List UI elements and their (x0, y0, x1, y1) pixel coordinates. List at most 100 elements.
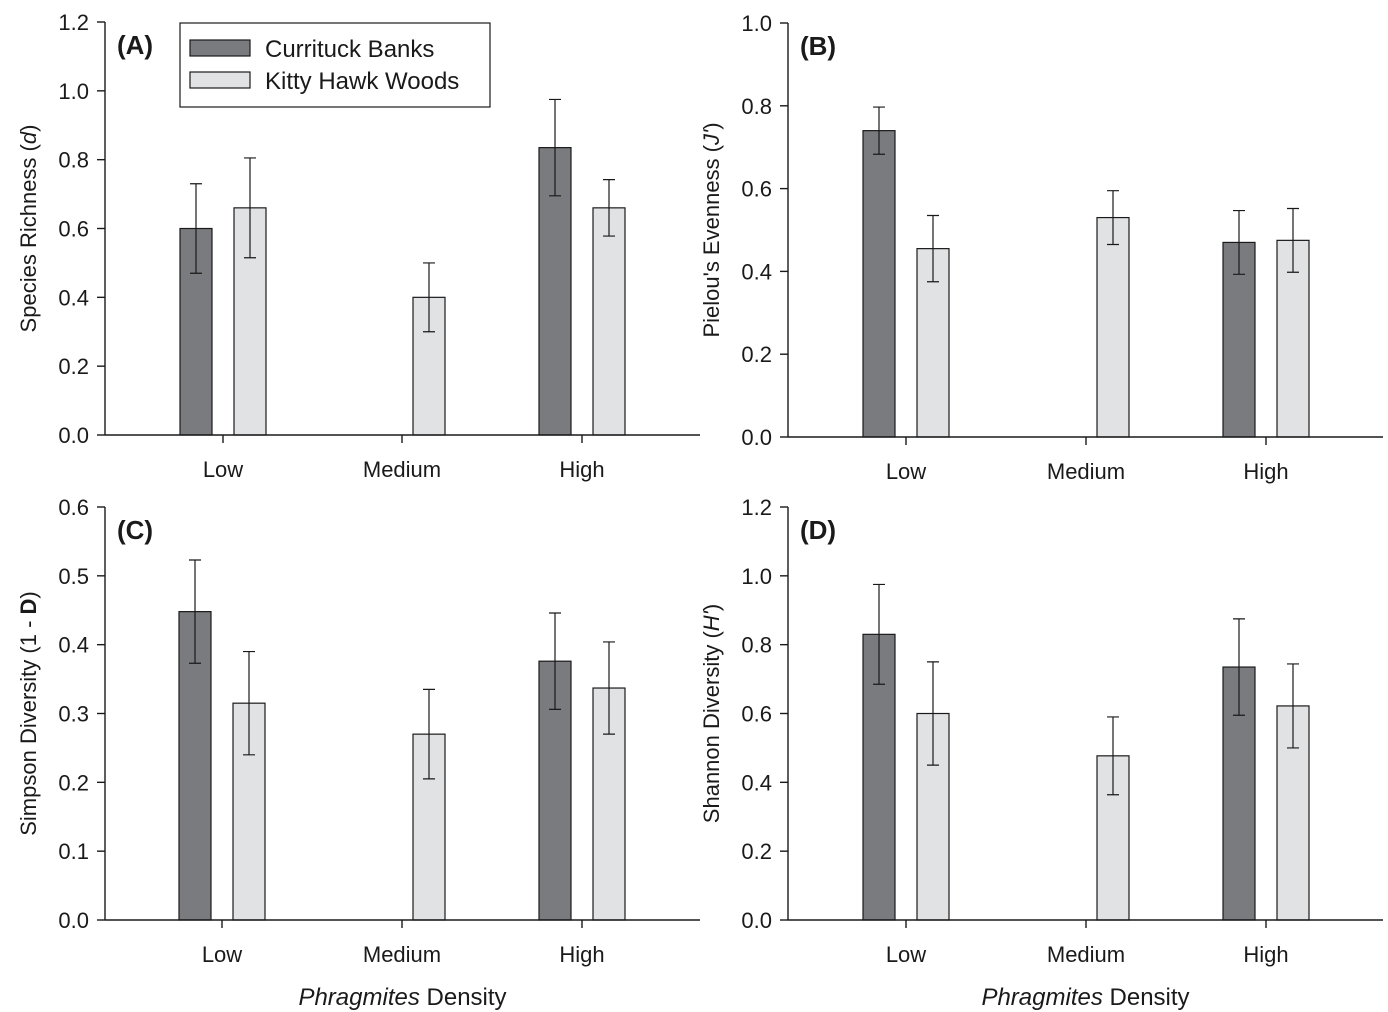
y-axis-title-symbol: D (16, 599, 41, 615)
y-tick-label: 1.0 (741, 11, 772, 36)
x-axis-title-italic: Phragmites (298, 984, 419, 1011)
error-bar (244, 157, 256, 259)
error-bar (1287, 663, 1299, 749)
x-tick-label-medium: Medium (1047, 459, 1125, 484)
y-tick-label: 0.0 (741, 908, 772, 933)
error-bar (243, 650, 255, 756)
y-tick-label: 0.4 (58, 285, 89, 310)
y-tick-label: 0.8 (741, 94, 772, 119)
y-axis-title-end: ) (699, 604, 724, 611)
bar-kittyhawk-high (1276, 239, 1310, 438)
panel-label: (A) (117, 30, 153, 60)
y-axis-title-end: ) (16, 125, 41, 132)
x-tick-label-medium: Medium (1047, 942, 1125, 967)
x-tick-label-medium: Medium (363, 457, 441, 482)
x-tick-label-high: High (1243, 942, 1288, 967)
y-tick-label: 0.0 (58, 908, 89, 933)
error-bar (873, 583, 885, 685)
y-axis-title-end: ) (699, 122, 724, 129)
y-axis-title-text: Pielou's Evenness ( (699, 144, 724, 337)
y-axis-title-symbol: H' (699, 610, 724, 631)
y-tick-label: 0.8 (58, 148, 89, 173)
error-bar (1107, 716, 1119, 796)
error-bar (190, 183, 202, 274)
error-bar (927, 214, 939, 283)
y-axis-title: Simpson Diversity (1 - D) (16, 591, 41, 836)
panel-label: (B) (800, 31, 836, 61)
error-bar (873, 106, 885, 155)
bar-kittyhawk-medium (1096, 216, 1130, 438)
y-axis-title: Shannon Diversity (H') (699, 604, 724, 823)
y-tick-label: 0.2 (58, 770, 89, 795)
y-tick-label: 0.3 (58, 702, 89, 727)
y-axis-title: Species Richness (d) (16, 125, 41, 333)
x-axis-title-italic: Phragmites (981, 984, 1102, 1011)
chart-panel-3: 0.0 0.1 0.2 0.3 0.4 0.5 0.6 Low Medium High (C) Sim… (16, 495, 700, 1011)
x-tick-label-high: High (559, 942, 604, 967)
y-tick-label: 0.1 (58, 839, 89, 864)
error-bar (1107, 190, 1119, 246)
y-axis-title: Pielou's Evenness (J') (699, 122, 724, 337)
x-tick-label-high: High (559, 457, 604, 482)
chart-panel-4: 0.0 0.2 0.4 0.6 0.8 1.0 1.2 Low Medium High (D) Sha… (699, 495, 1383, 1011)
error-bar (603, 179, 615, 237)
legend-swatch (189, 71, 251, 89)
x-axis-title: Phragmites Density (981, 984, 1189, 1011)
y-tick-label: 0.0 (741, 425, 772, 450)
legend-label: Kitty Hawk Woods (265, 68, 459, 95)
panel-label: (D) (800, 515, 836, 545)
y-tick-label: 1.0 (741, 564, 772, 589)
error-bar (1233, 209, 1245, 275)
legend-box (179, 22, 491, 108)
x-tick-label-high: High (1243, 459, 1288, 484)
x-axis-title-rest: Density (420, 984, 507, 1011)
legend: Currituck Banks Kitty Hawk Woods (179, 22, 491, 108)
y-axis-title-end: ) (16, 591, 41, 598)
y-tick-label: 1.2 (58, 10, 89, 35)
x-tick-label-low: Low (203, 457, 243, 482)
x-axis-title-rest: Density (1103, 984, 1190, 1011)
y-axis-title-text: Simpson Diversity (1 - (16, 614, 41, 835)
x-tick-label-low: Low (886, 942, 926, 967)
chart-panel-2: 0.0 0.2 0.4 0.6 0.8 1.0 Low Medium High (B) Pielou… (699, 11, 1383, 484)
x-tick-label-low: Low (202, 942, 242, 967)
y-tick-label: 0.6 (741, 702, 772, 727)
x-tick-label-medium: Medium (363, 942, 441, 967)
error-bar (549, 612, 561, 710)
x-axis-title: Phragmites Density (298, 984, 506, 1011)
legend-label: Currituck Banks (265, 36, 434, 63)
y-tick-label: 0.6 (58, 217, 89, 242)
y-axis-title-symbol: J' (699, 129, 724, 146)
error-bar (549, 98, 561, 197)
y-tick-label: 0.2 (741, 342, 772, 367)
y-tick-label: 0.4 (741, 259, 772, 284)
y-axis-title-symbol: d (16, 131, 41, 144)
bar-kittyhawk-high (592, 207, 626, 436)
y-tick-label: 1.2 (741, 495, 772, 520)
error-bar (423, 262, 435, 333)
x-tick-label-low: Low (886, 459, 926, 484)
y-tick-label: 0.0 (58, 423, 89, 448)
error-bar (423, 688, 435, 780)
y-tick-label: 0.2 (741, 839, 772, 864)
error-bar (1287, 207, 1299, 273)
legend-swatch (189, 39, 251, 57)
y-axis-title-text: Shannon Diversity ( (699, 631, 724, 824)
y-tick-label: 1.0 (58, 79, 89, 104)
y-tick-label: 0.4 (741, 770, 772, 795)
error-bar (1233, 618, 1245, 716)
y-tick-label: 0.2 (58, 354, 89, 379)
y-tick-label: 0.4 (58, 633, 89, 658)
y-tick-label: 0.8 (741, 633, 772, 658)
error-bar (189, 559, 201, 664)
bar-currituck-low (862, 130, 896, 438)
y-tick-label: 0.6 (741, 177, 772, 202)
chart-panel-1: 0.0 0.2 0.4 0.6 0.8 1.0 1.2 Low Medium High (A) Spe… (16, 10, 700, 482)
error-bar (927, 661, 939, 766)
y-tick-label: 0.5 (58, 564, 89, 589)
panel-label: (C) (117, 515, 153, 545)
y-axis-title-text: Species Richness ( (16, 143, 41, 332)
error-bar (603, 641, 615, 735)
y-tick-label: 0.6 (58, 495, 89, 520)
